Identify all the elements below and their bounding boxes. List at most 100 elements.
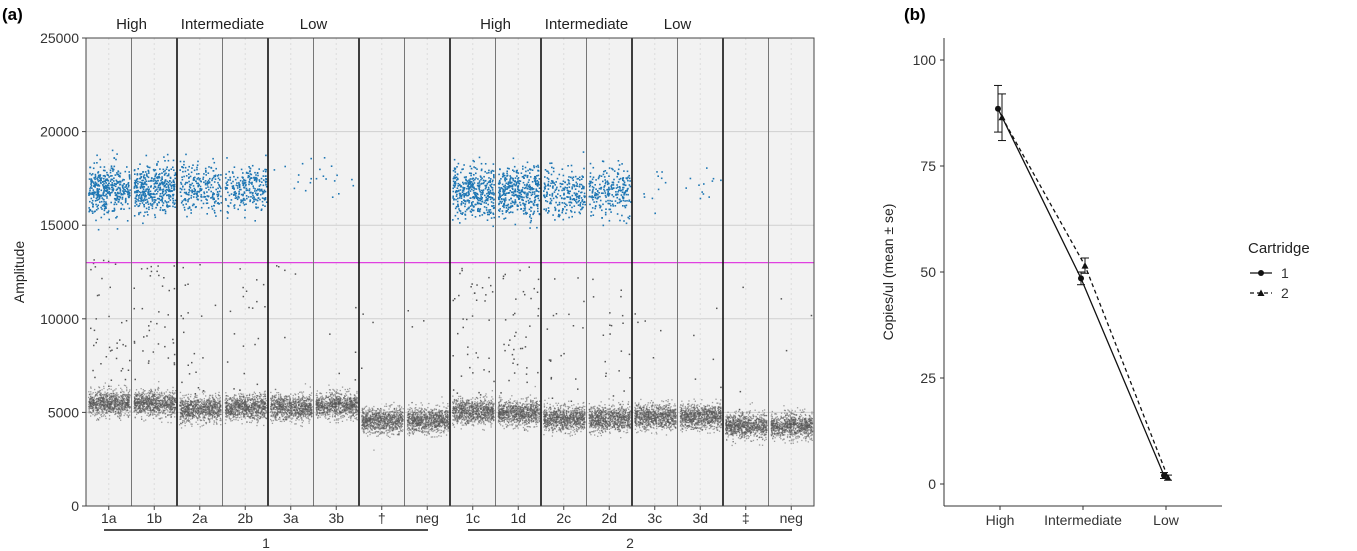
droplet-point bbox=[120, 207, 123, 210]
droplet-point bbox=[211, 410, 213, 412]
droplet-point bbox=[147, 401, 149, 403]
droplet-point bbox=[220, 202, 223, 204]
droplet-point bbox=[181, 399, 183, 402]
droplet-point bbox=[214, 404, 216, 406]
droplet-point bbox=[226, 405, 229, 407]
droplet-point bbox=[93, 194, 95, 196]
droplet-point bbox=[133, 215, 136, 217]
droplet-point bbox=[198, 417, 200, 419]
droplet-point bbox=[206, 182, 208, 184]
droplet-point bbox=[133, 169, 136, 171]
rain-droplets bbox=[90, 259, 131, 387]
droplet-point bbox=[163, 406, 165, 409]
droplet-point bbox=[190, 197, 192, 199]
droplet-point bbox=[208, 406, 211, 408]
droplet-point bbox=[142, 193, 145, 196]
droplet-point bbox=[204, 401, 206, 403]
droplet-point bbox=[144, 199, 147, 201]
droplet-point bbox=[117, 407, 120, 409]
droplet-point bbox=[143, 183, 146, 185]
droplet-point bbox=[114, 394, 116, 396]
positive-droplets bbox=[179, 153, 223, 218]
droplet-point bbox=[215, 407, 217, 410]
droplet-point bbox=[240, 193, 243, 196]
droplet-point bbox=[104, 180, 107, 183]
droplet-point bbox=[212, 176, 215, 179]
droplet-point bbox=[207, 412, 209, 415]
droplet-point bbox=[159, 183, 162, 186]
droplet-point bbox=[187, 400, 189, 402]
droplet-point bbox=[152, 397, 154, 399]
droplet-point bbox=[150, 388, 152, 390]
droplet-point bbox=[254, 418, 256, 420]
droplet-point bbox=[252, 396, 254, 398]
droplet-point bbox=[183, 188, 186, 191]
droplet-point bbox=[190, 418, 192, 420]
droplet-point bbox=[102, 396, 105, 399]
droplet-point bbox=[206, 413, 209, 415]
droplet-point bbox=[216, 404, 219, 406]
droplet-point bbox=[100, 179, 102, 182]
droplet-point bbox=[190, 408, 192, 410]
droplet-point bbox=[265, 178, 267, 180]
droplet-point bbox=[95, 398, 97, 401]
droplet-point bbox=[226, 157, 228, 159]
droplet-point bbox=[122, 401, 125, 403]
droplet-point bbox=[107, 392, 109, 394]
droplet-point bbox=[134, 182, 136, 185]
droplet-point bbox=[147, 169, 150, 172]
droplet-point bbox=[195, 396, 197, 398]
droplet-point bbox=[187, 312, 189, 314]
droplet-point bbox=[187, 200, 189, 203]
droplet-point bbox=[211, 208, 214, 210]
droplet-point bbox=[101, 197, 103, 199]
droplet-point bbox=[129, 359, 131, 362]
droplet-point bbox=[213, 403, 215, 405]
droplet-point bbox=[203, 405, 206, 408]
droplet-point bbox=[110, 407, 112, 409]
droplet-point bbox=[103, 209, 106, 212]
droplet-point bbox=[208, 400, 211, 402]
droplet-point bbox=[171, 403, 173, 406]
droplet-point bbox=[147, 193, 150, 196]
droplet-point bbox=[140, 184, 143, 187]
droplet-point bbox=[134, 399, 136, 401]
droplet-point bbox=[91, 202, 93, 204]
droplet-point bbox=[136, 399, 139, 401]
droplet-point bbox=[207, 405, 209, 407]
droplet-point bbox=[246, 398, 249, 400]
droplet-point bbox=[121, 400, 123, 402]
droplet-point bbox=[252, 194, 254, 197]
droplet-point bbox=[175, 397, 177, 400]
droplet-point bbox=[100, 216, 103, 219]
droplet-point bbox=[152, 396, 154, 398]
droplet-point bbox=[150, 390, 152, 392]
droplet-point bbox=[225, 406, 227, 408]
droplet-point bbox=[186, 409, 188, 411]
droplet-point bbox=[139, 192, 142, 194]
droplet-point bbox=[129, 389, 131, 391]
droplet-point bbox=[153, 199, 155, 201]
droplet-point bbox=[119, 409, 121, 411]
droplet-point bbox=[155, 397, 158, 399]
droplet-point bbox=[153, 402, 155, 405]
droplet-point bbox=[199, 416, 201, 418]
droplet-point bbox=[113, 396, 115, 398]
droplet-point bbox=[254, 188, 256, 190]
droplet-point bbox=[148, 360, 150, 362]
droplet-point bbox=[103, 405, 105, 407]
droplet-point bbox=[183, 401, 185, 403]
droplet-point bbox=[197, 423, 199, 425]
droplet-point bbox=[185, 415, 187, 417]
droplet-point bbox=[150, 397, 152, 399]
droplet-point bbox=[159, 193, 162, 195]
droplet-point bbox=[96, 412, 98, 414]
droplet-point bbox=[174, 416, 176, 418]
droplet-point bbox=[105, 185, 108, 188]
droplet-point bbox=[89, 403, 91, 406]
droplet-point bbox=[157, 408, 159, 410]
droplet-point bbox=[207, 195, 210, 198]
droplet-point bbox=[140, 395, 142, 397]
droplet-point bbox=[158, 414, 160, 416]
droplet-point bbox=[182, 412, 184, 414]
